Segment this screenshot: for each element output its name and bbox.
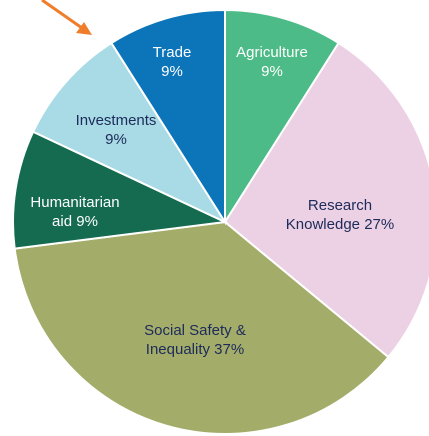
category-name: Humanitarian aid <box>30 194 120 230</box>
slice-label: Investments 9% <box>61 111 171 149</box>
arrow-head <box>76 22 92 35</box>
slice-label: Research Knowledge 27% <box>275 196 405 234</box>
pie-slice <box>110 8 226 226</box>
slice-label: Social Safety & Inequality 37% <box>130 321 260 359</box>
pie-slice <box>13 220 390 435</box>
pie-slice <box>31 41 228 225</box>
category-name: Trade <box>152 44 192 61</box>
arrow-shaft <box>41 0 83 30</box>
category-name: Social Safety & Inequality <box>144 322 246 358</box>
arrow <box>41 0 92 35</box>
category-name: Investments <box>75 112 157 129</box>
pie-slice <box>12 130 229 250</box>
pie-slice <box>224 8 340 226</box>
value-label: 37% <box>214 341 245 358</box>
value-label: 9% <box>161 63 183 80</box>
value-label: 9% <box>261 63 283 80</box>
slices <box>12 8 429 435</box>
category-name: Agriculture <box>236 44 308 61</box>
slice-label: Trade 9% <box>132 43 212 81</box>
category-name: Research Knowledge <box>285 197 373 233</box>
value-label: 9% <box>76 213 98 230</box>
slice-label: Humanitarian aid 9% <box>20 193 130 231</box>
value-label: 27% <box>364 216 395 233</box>
value-label: 9% <box>105 131 127 148</box>
pie-slice <box>223 41 429 359</box>
slice-label: Agriculture 9% <box>222 43 322 81</box>
